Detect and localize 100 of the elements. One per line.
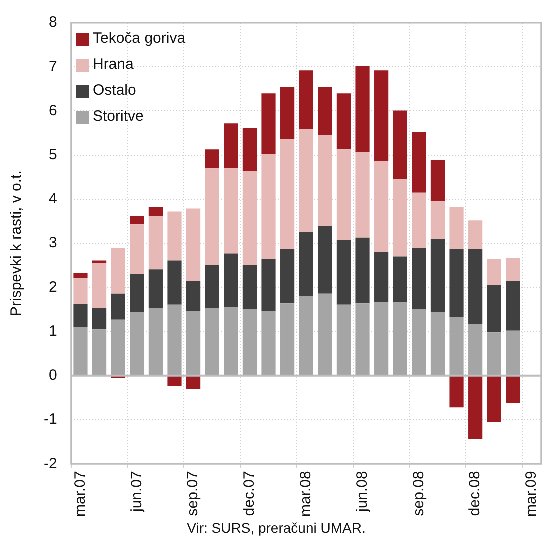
bar bbox=[262, 154, 276, 260]
bar bbox=[450, 207, 464, 250]
bar bbox=[186, 376, 201, 390]
bar bbox=[111, 248, 126, 294]
bar bbox=[280, 139, 295, 250]
bar bbox=[487, 376, 502, 422]
bar bbox=[74, 273, 88, 278]
bar bbox=[450, 376, 464, 408]
bar bbox=[242, 171, 258, 266]
bar bbox=[224, 254, 238, 308]
x-tick-label: sep.08 bbox=[410, 471, 428, 516]
bar bbox=[111, 294, 126, 320]
bar bbox=[130, 224, 144, 274]
bar bbox=[412, 132, 426, 193]
bar bbox=[186, 311, 201, 376]
x-tick-label: mar.09 bbox=[523, 471, 540, 517]
bar bbox=[468, 249, 483, 324]
bar bbox=[336, 304, 352, 376]
bar bbox=[412, 310, 426, 376]
bar bbox=[393, 256, 408, 302]
bar bbox=[299, 232, 314, 297]
bar bbox=[242, 310, 258, 376]
bar bbox=[299, 70, 314, 130]
bar bbox=[92, 263, 107, 308]
legend-label: Storitve bbox=[93, 107, 144, 127]
bar bbox=[374, 252, 389, 302]
bar bbox=[318, 87, 332, 136]
bar bbox=[205, 168, 220, 266]
bar bbox=[430, 239, 446, 312]
bar bbox=[186, 208, 201, 282]
bar bbox=[242, 128, 258, 172]
bar bbox=[92, 260, 107, 264]
bar bbox=[356, 238, 370, 304]
bar bbox=[374, 302, 389, 376]
bar bbox=[74, 304, 88, 327]
bar bbox=[205, 308, 220, 376]
bar bbox=[92, 308, 107, 330]
bar bbox=[487, 259, 502, 286]
bar bbox=[130, 312, 144, 376]
legend-label: Tekoča goriva bbox=[93, 29, 186, 49]
bar bbox=[336, 240, 352, 305]
bar bbox=[280, 87, 295, 140]
bar bbox=[224, 307, 238, 376]
bar bbox=[148, 216, 163, 270]
bar bbox=[74, 278, 88, 304]
bar bbox=[262, 259, 276, 312]
y-tick-label: -2 bbox=[44, 455, 58, 472]
x-tick-label: mar.07 bbox=[72, 471, 89, 517]
bar bbox=[148, 308, 163, 376]
bar bbox=[430, 312, 446, 376]
y-axis-title: Prispevki k rasti, v o.t. bbox=[8, 170, 26, 317]
bar bbox=[468, 220, 483, 250]
legend-label: Ostalo bbox=[93, 81, 136, 101]
legend-label: Hrana bbox=[93, 55, 134, 75]
bar bbox=[506, 330, 520, 376]
bar bbox=[168, 212, 182, 261]
bar bbox=[168, 304, 182, 376]
bar bbox=[130, 216, 144, 225]
bar bbox=[356, 304, 370, 376]
bar bbox=[148, 270, 163, 308]
bar bbox=[430, 160, 446, 202]
bar bbox=[242, 265, 258, 310]
bar bbox=[450, 249, 464, 318]
x-tick-label: dec.08 bbox=[466, 471, 484, 516]
bar bbox=[468, 324, 483, 376]
bar bbox=[280, 249, 295, 304]
y-tick-label: 2 bbox=[48, 278, 58, 296]
x-tick-label: sep.07 bbox=[184, 471, 202, 516]
y-tick-label: 7 bbox=[48, 58, 58, 76]
y-tick-label: 6 bbox=[48, 102, 58, 120]
bar bbox=[393, 180, 408, 257]
bar bbox=[450, 317, 464, 376]
x-tick-label: jun.07 bbox=[128, 471, 146, 514]
bar bbox=[393, 110, 408, 180]
bar bbox=[92, 330, 107, 376]
bar bbox=[262, 94, 276, 154]
bar bbox=[506, 281, 520, 331]
x-tick-label: dec.07 bbox=[241, 471, 258, 516]
bar bbox=[336, 150, 352, 240]
bar bbox=[130, 274, 144, 312]
bar bbox=[506, 376, 520, 404]
x-tick-label: mar.08 bbox=[298, 471, 314, 517]
bar bbox=[224, 124, 238, 169]
y-tick-label: 5 bbox=[48, 146, 58, 164]
text: Vir: SURS, preračuni UMAR. bbox=[186, 520, 367, 536]
bar bbox=[318, 226, 332, 294]
bar bbox=[318, 294, 332, 376]
bar bbox=[374, 70, 389, 162]
bar bbox=[412, 248, 426, 310]
bar bbox=[487, 285, 502, 333]
bar bbox=[205, 265, 220, 308]
bar bbox=[299, 129, 314, 232]
bar bbox=[186, 281, 201, 312]
bar bbox=[356, 152, 370, 238]
y-tick-label: 3 bbox=[48, 234, 58, 252]
x-tick-label: jun.08 bbox=[354, 471, 371, 514]
bar bbox=[168, 376, 182, 386]
bar bbox=[148, 207, 163, 216]
y-tick-label: 8 bbox=[48, 14, 58, 32]
bar bbox=[74, 326, 88, 376]
